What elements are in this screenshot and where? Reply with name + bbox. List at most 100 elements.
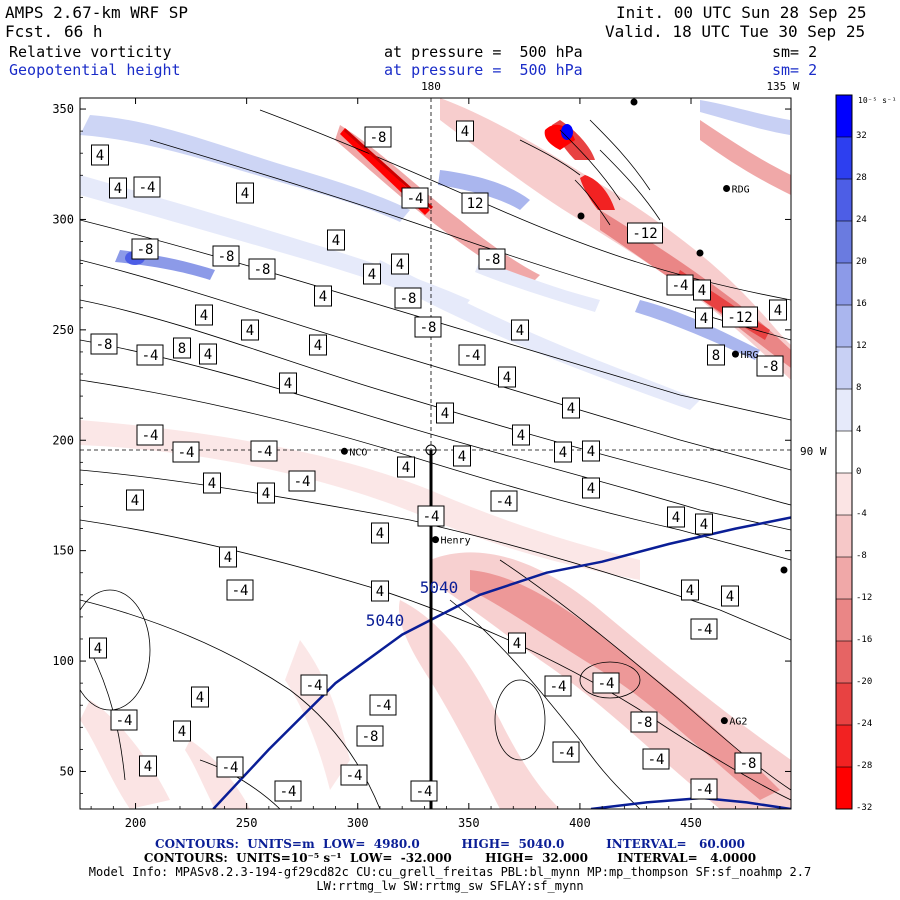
colorbar-swatch xyxy=(836,557,852,599)
vorticity-contour-label: 4 xyxy=(109,177,127,199)
svg-text:-8: -8 xyxy=(218,249,235,265)
vorticity-contour-label: -4 xyxy=(410,780,438,802)
svg-text:4: 4 xyxy=(517,428,525,444)
station-henry: Henry xyxy=(432,536,471,547)
svg-text:4: 4 xyxy=(332,233,340,249)
svg-text:-8: -8 xyxy=(740,756,757,772)
vorticity-contour-label: 4 xyxy=(309,334,327,356)
svg-text:-4: -4 xyxy=(142,348,159,364)
svg-text:4: 4 xyxy=(396,257,404,273)
plot-frame xyxy=(79,97,792,810)
svg-text:-4: -4 xyxy=(375,698,392,714)
height-contour-info: CONTOURS: UNITS=m LOW= 4980.0 HIGH= 5040… xyxy=(155,837,745,851)
svg-text:AG2: AG2 xyxy=(729,717,747,728)
vorticity-contour-label: 4 xyxy=(562,397,580,419)
vorticity-contour-label: -8 xyxy=(630,711,658,733)
valid-time: Valid. 18 UTC Tue 30 Sep 25 xyxy=(605,22,866,41)
svg-text:8: 8 xyxy=(712,348,720,364)
y-tick-label: 250 xyxy=(52,323,74,337)
station-nco: NCO xyxy=(340,447,367,458)
colorbar-tick-label: -12 xyxy=(856,593,872,603)
x-tick-label: 400 xyxy=(569,816,591,830)
vorticity-contour-label: -4 xyxy=(417,505,445,527)
colorbar-swatch xyxy=(836,137,852,179)
svg-text:4: 4 xyxy=(204,347,212,363)
vorticity-contour-label: -8 xyxy=(478,248,506,270)
station-dot xyxy=(577,212,585,220)
colorbar-tick-label: -32 xyxy=(856,803,872,813)
forecast-hour: 66 h xyxy=(64,22,103,41)
vorticity-contour-label: 12 xyxy=(461,192,489,214)
colorbar: 32 28 24 20 16 12 8 4 0 -4 -8 -12 -16 -20 -24 -28 -32 xyxy=(835,94,872,813)
svg-text:-8: -8 xyxy=(362,729,379,745)
svg-text:-4: -4 xyxy=(648,752,665,768)
vorticity-contour-label: 4 xyxy=(126,489,144,511)
vorticity-contour-label: 4 xyxy=(667,506,685,528)
svg-text:4: 4 xyxy=(402,460,410,476)
svg-text:-8: -8 xyxy=(636,715,653,731)
svg-text:-4: -4 xyxy=(696,622,713,638)
svg-text:4: 4 xyxy=(314,338,322,354)
field2-smoothing: sm= 2 xyxy=(772,61,818,79)
svg-text:-8: -8 xyxy=(254,262,271,278)
svg-text:4: 4 xyxy=(319,289,327,305)
svg-text:4: 4 xyxy=(368,267,376,283)
vorticity-contour-label: 4 xyxy=(173,720,191,742)
vorticity-contour-label: 4 xyxy=(769,299,787,321)
svg-text:-4: -4 xyxy=(139,180,156,196)
colorbar-units: 10⁻⁵ s⁻¹ xyxy=(858,96,897,105)
svg-text:4: 4 xyxy=(774,303,782,319)
svg-text:12: 12 xyxy=(467,196,484,212)
vorticity-contour-label: 4 xyxy=(436,402,454,424)
vorticity-contour-label: 4 xyxy=(397,456,415,478)
vorticity-contour-label: 8 xyxy=(173,337,191,359)
svg-text:4: 4 xyxy=(178,724,186,740)
x-tick-label: 200 xyxy=(125,816,147,830)
x-tick-label: 350 xyxy=(458,816,480,830)
svg-text:-4: -4 xyxy=(558,745,575,761)
vorticity-contour-label: 4 xyxy=(554,441,572,463)
vorticity-contour-label: -4 xyxy=(110,709,138,731)
svg-text:-4: -4 xyxy=(306,678,323,694)
vorticity-contour-label: -8 xyxy=(414,316,442,338)
vorticity-contour-label: -8 xyxy=(734,752,762,774)
vorticity-contour-label: -4 xyxy=(690,618,718,640)
vorticity-contour-label: 4 xyxy=(314,285,332,307)
vorticity-contour-label: 4 xyxy=(371,580,389,602)
svg-text:4: 4 xyxy=(246,323,254,339)
svg-text:4: 4 xyxy=(200,308,208,324)
model-info-2: LW:rrtmg_lw SW:rrtmg_sw SFLAY:sf_mynn xyxy=(316,879,584,893)
svg-text:-8: -8 xyxy=(420,320,437,336)
svg-text:-4: -4 xyxy=(232,583,249,599)
svg-text:-8: -8 xyxy=(762,359,779,375)
svg-text:4: 4 xyxy=(241,186,249,202)
svg-text:-12: -12 xyxy=(727,310,752,326)
svg-text:-4: -4 xyxy=(464,348,481,364)
x-tick-label: 450 xyxy=(680,816,702,830)
svg-text:4: 4 xyxy=(587,481,595,497)
vorticity-contour-label: 4 xyxy=(327,229,345,251)
colorbar-tick-label: -4 xyxy=(856,509,867,519)
colorbar-tick-label: 28 xyxy=(856,173,867,183)
svg-text:4: 4 xyxy=(96,148,104,164)
vorticity-contour-label: -8 xyxy=(394,287,422,309)
height-contour-label: 5040 xyxy=(366,611,405,630)
colorbar-swatch xyxy=(836,389,852,431)
vorticity-contour-label: 4 xyxy=(695,513,713,535)
colorbar-tick-label: 4 xyxy=(856,425,861,435)
colorbar-swatch xyxy=(836,305,852,347)
vorticity-contour-label: -12 xyxy=(627,222,663,244)
svg-text:4: 4 xyxy=(686,583,694,599)
vorticity-contour-label: -4 xyxy=(136,424,164,446)
vorticity-contour-label: 4 xyxy=(695,307,713,329)
vorticity-contour-label: 4 xyxy=(391,253,409,275)
colorbar-swatch xyxy=(836,725,852,767)
vorticity-contour-label: -4 xyxy=(458,344,486,366)
vorticity-contour-label: -8 xyxy=(131,238,159,260)
vorticity-contour-label: 4 xyxy=(199,343,217,365)
svg-text:-4: -4 xyxy=(280,784,297,800)
svg-text:-4: -4 xyxy=(416,784,433,800)
svg-text:4: 4 xyxy=(94,641,102,657)
vorticity-contour-label: -4 xyxy=(401,187,429,209)
svg-text:4: 4 xyxy=(672,510,680,526)
